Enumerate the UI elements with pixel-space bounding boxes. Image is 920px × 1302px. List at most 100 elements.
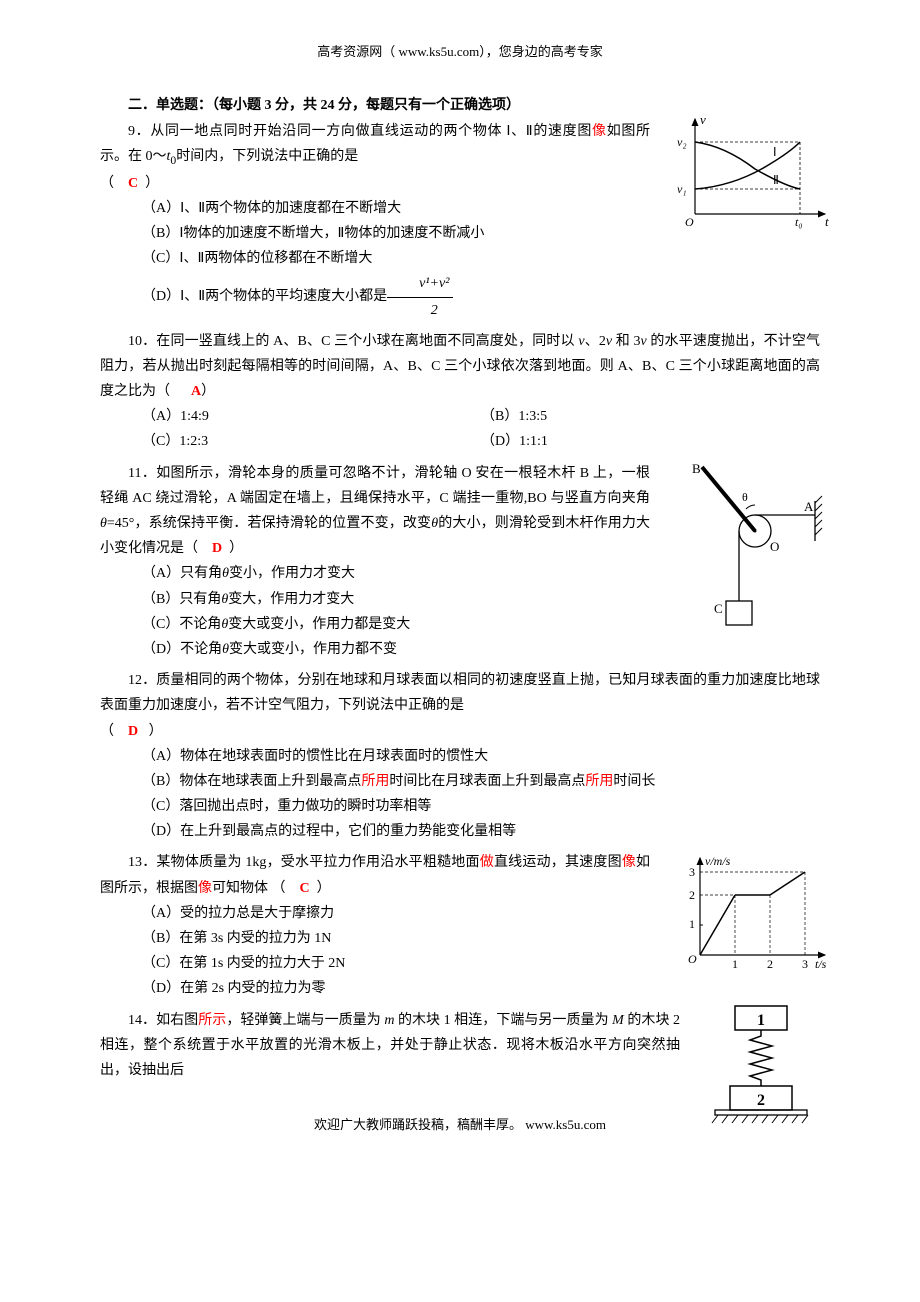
q12-optB-r1: 所用 — [361, 774, 389, 789]
q11-optD-pre: （D）不论角 — [142, 642, 222, 657]
q12-t: 质量相同的两个物体，分别在地球和月球表面以相同的初速度竖直上抛，已知月球表面的重… — [100, 673, 820, 713]
q11-optB-post: 变大，作用力才变大 — [228, 592, 354, 607]
q10-mid1: 、2 — [585, 334, 606, 349]
q9-frac: v¹+v²2 — [387, 271, 453, 322]
q11-pclose: ） — [229, 541, 243, 556]
svg-text:Ⅱ: Ⅱ — [773, 173, 779, 187]
q12-optC: （C）落回抛出点时，重力做功的瞬时功率相等 — [114, 794, 820, 819]
q11-figure: B θ A O C — [670, 461, 830, 645]
q11-optC-pre: （C）不论角 — [142, 617, 221, 632]
q13-m1: 直线运动，其速度图 — [494, 855, 622, 870]
q12-optB-mid: 时间比在月球表面上升到最高点 — [389, 774, 585, 789]
q9-optC: （C）Ⅰ、Ⅱ两物体的位移都在不断增大 — [114, 246, 820, 271]
svg-text:2: 2 — [689, 888, 695, 902]
q10-answer: A — [191, 384, 201, 399]
question-10: 10．在同一竖直线上的 A、B、C 三个小球在离地面不同高度处，同时以 v、2v… — [100, 329, 820, 455]
q12-num: 12． — [128, 673, 156, 688]
q10-text: 10．在同一竖直线上的 A、B、C 三个小球在离地面不同高度处，同时以 v、2v… — [100, 329, 820, 405]
q9-pclose: ） — [145, 176, 159, 191]
question-11: B θ A O C 11．如图所示，滑轮本身的质量可忽略不计，滑轮轴 O 安在一… — [100, 461, 820, 663]
q13-m3: 可知物体 （ — [212, 881, 286, 896]
q12-popen: （ — [100, 724, 114, 739]
q12-optB-post: 时间长 — [613, 774, 655, 789]
q14-svg: 1 2 — [700, 998, 820, 1133]
q13-figure: v/m/s t/s 3 2 1 1 2 3 O — [675, 850, 835, 984]
q12-optB: （B）物体在地球表面上升到最高点所用时间比在月球表面上升到最高点所用时间长 — [114, 769, 820, 794]
q11-optD-post: 变大或变小，作用力都不变 — [229, 642, 397, 657]
q14-m1: ，轻弹簧上端与一质量为 — [226, 1013, 384, 1028]
q11-t1: 如图所示，滑轮本身的质量可忽略不计，滑轮轴 O 安在一根轻木杆 B 上，一根轻绳… — [100, 466, 650, 506]
q9-popen: （ — [100, 176, 114, 191]
q11-optB-pre: （B）只有角 — [142, 592, 221, 607]
svg-text:v: v — [700, 114, 706, 127]
svg-text:3: 3 — [689, 865, 695, 879]
q9-optD: （D）Ⅰ、Ⅱ两个物体的平均速度大小都是v¹+v²2 — [114, 271, 820, 322]
q12-optD: （D）在上升到最高点的过程中，它们的重力势能变化量相等 — [114, 819, 820, 844]
q11-svg: B θ A O C — [670, 461, 830, 636]
q12-optB-r2: 所用 — [585, 774, 613, 789]
q13-pclose: ） — [317, 881, 331, 896]
question-9: v t v₂ v₁ t₀ O Ⅰ Ⅱ 9．从同一地点同时开始沿同一方向做直线运动… — [100, 119, 820, 323]
q12-optA: （A）物体在地球表面时的惯性比在月球表面时的惯性大 — [114, 744, 820, 769]
q14-red: 所示 — [198, 1013, 226, 1028]
q13-svg: v/m/s t/s 3 2 1 1 2 3 O — [675, 850, 835, 975]
q10-pre: 在同一竖直线上的 A、B、C 三个小球在离地面不同高度处，同时以 — [156, 334, 578, 349]
q12-text: 12．质量相同的两个物体，分别在地球和月球表面以相同的初速度竖直上抛，已知月球表… — [100, 668, 820, 718]
q10-optC: （C）1:2:3 — [142, 429, 481, 454]
svg-text:t₀: t₀ — [795, 215, 803, 229]
q9-num: 9． — [128, 124, 150, 139]
svg-text:3: 3 — [802, 957, 808, 971]
svg-text:1: 1 — [689, 917, 695, 931]
q14-num: 14． — [128, 1013, 156, 1028]
svg-text:O: O — [685, 215, 694, 229]
svg-text:B: B — [692, 461, 701, 476]
q10-mid2: 和 3 — [612, 334, 640, 349]
q11-t2: =45°，系统保持平衡．若保持滑轮的位置不变，改变 — [107, 516, 431, 531]
q9-frac-den: 2 — [387, 298, 453, 323]
svg-text:2: 2 — [767, 957, 773, 971]
q10-optB: （B）1:3:5 — [481, 404, 820, 429]
q9-svg: v t v₂ v₁ t₀ O Ⅰ Ⅱ — [675, 114, 835, 234]
q9-answer: C — [128, 176, 138, 191]
q14-figure: 1 2 — [700, 998, 820, 1142]
svg-text:O: O — [688, 952, 697, 966]
q10-pclose: ） — [201, 384, 215, 399]
q12-answer: D — [128, 724, 138, 739]
q10-optA: （A）1:4:9 — [142, 404, 481, 429]
svg-text:C: C — [714, 601, 723, 616]
q13-r3: 像 — [198, 881, 212, 896]
q11-optA-pre: （A）只有角 — [142, 566, 222, 581]
question-14: 1 2 14．如右图所示，轻弹簧上端与一质量为 m 的木块 1 相连，下端与另一… — [100, 1008, 820, 1084]
svg-text:A: A — [804, 499, 814, 514]
q13-num: 13． — [128, 855, 156, 870]
question-12: 12．质量相同的两个物体，分别在地球和月球表面以相同的初速度竖直上抛，已知月球表… — [100, 668, 820, 844]
q12-answer-line: （ D ） — [100, 719, 820, 744]
svg-text:O: O — [770, 539, 779, 554]
q10-optD: （D）1:1:1 — [481, 429, 820, 454]
svg-text:Ⅰ: Ⅰ — [773, 145, 777, 159]
q13-r1: 做 — [480, 855, 494, 870]
q13-pre: 某物体质量为 1kg，受水平拉力作用沿水平粗糙地面 — [156, 855, 479, 870]
q11-optA-post: 变小，作用力才变大 — [229, 566, 355, 581]
q9-figure: v t v₂ v₁ t₀ O Ⅰ Ⅱ — [675, 114, 835, 243]
q11-optC-post: 变大或变小，作用力都是变大 — [228, 617, 410, 632]
q9-mid2: 时间内，下列说法中正确的是 — [176, 149, 358, 164]
page-container: 高考资源网（ www.ks5u.com），您身边的高考专家 二．单选题：（每小题… — [0, 0, 920, 1167]
q11-answer: D — [212, 541, 222, 556]
q9-frac-num: v¹+v² — [387, 271, 453, 297]
q13-answer: C — [300, 881, 310, 896]
q10-num: 10． — [128, 334, 156, 349]
svg-text:1: 1 — [732, 957, 738, 971]
q9-red: 像 — [592, 124, 607, 139]
q12-optB-pre: （B）物体在地球表面上升到最高点 — [142, 774, 361, 789]
svg-text:t: t — [825, 214, 829, 229]
svg-text:v/m/s: v/m/s — [705, 854, 731, 868]
q9-optD-pre: （D）Ⅰ、Ⅱ两个物体的平均速度大小都是 — [142, 289, 387, 304]
svg-text:v₁: v₁ — [677, 182, 687, 196]
q9-pre: 从同一地点同时开始沿同一方向做直线运动的两个物体 Ⅰ、Ⅱ的速度图 — [150, 124, 592, 139]
svg-text:1: 1 — [757, 1012, 765, 1029]
q14-m2: 的木块 1 相连，下端与另一质量为 — [394, 1013, 612, 1028]
q14-pre: 如右图 — [156, 1013, 198, 1028]
svg-text:v₂: v₂ — [677, 135, 687, 149]
header-text: 高考资源网（ www.ks5u.com），您身边的高考专家 — [100, 40, 820, 63]
